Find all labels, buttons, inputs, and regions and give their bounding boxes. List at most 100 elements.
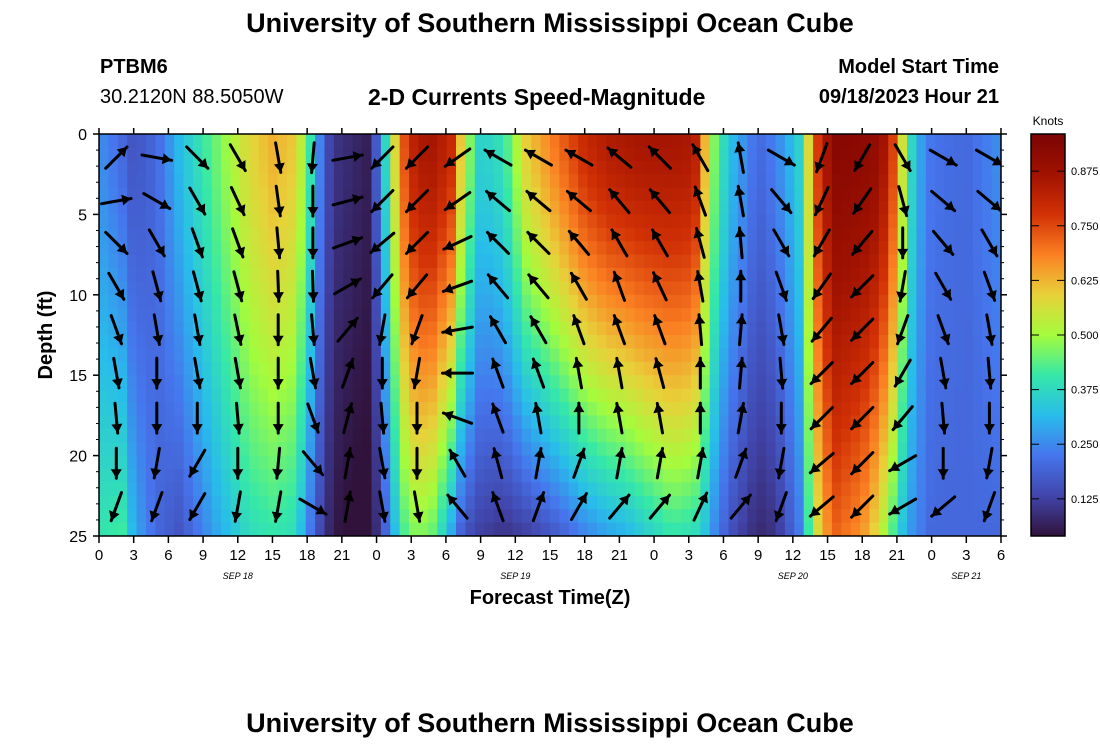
heatmap-cell xyxy=(277,294,288,309)
heatmap-cell xyxy=(117,348,128,363)
heatmap-cell xyxy=(841,174,852,189)
heatmap-cell xyxy=(907,335,918,349)
heatmap-cell xyxy=(916,214,927,229)
heatmap-cell xyxy=(249,415,260,430)
heatmap-cell xyxy=(474,455,485,470)
current-arrow xyxy=(648,493,671,520)
heatmap-cell xyxy=(596,201,607,215)
heatmap-cell xyxy=(324,321,335,336)
heatmap-cell xyxy=(766,335,777,349)
heatmap-cell xyxy=(982,281,993,296)
heatmap-cell xyxy=(315,361,326,376)
heatmap-cell xyxy=(634,348,645,363)
heatmap-cell xyxy=(550,375,560,390)
heatmap-cell xyxy=(888,428,899,443)
heatmap-cell xyxy=(963,415,974,430)
heatmap-cell xyxy=(484,482,495,497)
heatmap-cell xyxy=(117,254,128,269)
heatmap-cell xyxy=(803,509,814,524)
heatmap-cell xyxy=(831,402,842,416)
heatmap-cell xyxy=(728,134,739,148)
heatmap-cell xyxy=(888,134,899,148)
heatmap-cell xyxy=(831,388,842,403)
heatmap-cell xyxy=(784,388,795,403)
heatmap-cell xyxy=(127,495,138,510)
heatmap-cell xyxy=(794,254,805,269)
heatmap-cell xyxy=(221,227,232,242)
heatmap-cell xyxy=(239,482,250,497)
heatmap-cell xyxy=(803,294,814,309)
heatmap-cell xyxy=(756,455,767,470)
heatmap-cell xyxy=(954,134,965,148)
heatmap-cell xyxy=(578,509,589,524)
heatmap-cell xyxy=(728,308,739,323)
x-date-label: SEP 18 xyxy=(223,571,253,581)
current-arrow xyxy=(608,188,631,215)
heatmap-cell xyxy=(559,388,570,403)
heatmap-cell xyxy=(390,214,401,229)
heatmap-cell xyxy=(775,160,786,175)
heatmap-cell xyxy=(296,335,307,349)
heatmap-cell xyxy=(878,428,889,443)
heatmap-cell xyxy=(831,187,842,202)
heatmap-cell xyxy=(625,388,636,403)
heatmap-cell xyxy=(935,388,946,403)
heatmap-cell xyxy=(916,321,927,336)
heatmap-cell xyxy=(944,254,955,269)
heatmap-cell xyxy=(437,415,448,430)
current-arrow xyxy=(370,189,395,214)
heatmap-cell xyxy=(672,214,683,229)
heatmap-cell xyxy=(221,214,232,229)
heatmap-cell xyxy=(249,402,260,416)
heatmap-cell xyxy=(371,308,382,323)
heatmap-cell xyxy=(521,160,532,175)
heatmap-cell xyxy=(559,174,570,189)
heatmap-cell xyxy=(756,160,767,175)
heatmap-cell xyxy=(916,268,927,282)
current-arrow xyxy=(232,270,245,303)
heatmap-cell xyxy=(606,201,617,215)
heatmap-cell xyxy=(559,509,570,524)
y-tick-label: 15 xyxy=(69,368,87,385)
heatmap-cell xyxy=(390,201,401,215)
heatmap-cell xyxy=(136,402,147,416)
current-arrow xyxy=(446,493,469,520)
heatmap-cell xyxy=(728,335,739,349)
heatmap-cell xyxy=(99,495,109,510)
heatmap-cell xyxy=(700,201,711,215)
heatmap-cell xyxy=(550,147,560,162)
x-tick-label: 0 xyxy=(95,547,103,564)
heatmap-cell xyxy=(399,201,410,215)
heatmap-cell xyxy=(775,201,786,215)
heatmap-cell xyxy=(747,321,758,336)
heatmap-cell xyxy=(982,321,993,336)
heatmap-cell xyxy=(907,375,918,390)
heatmap-cell xyxy=(239,509,250,524)
heatmap-cell xyxy=(211,361,222,376)
heatmap-cell xyxy=(239,495,250,510)
current-arrow xyxy=(571,314,586,346)
heatmap-cell xyxy=(550,134,560,148)
current-arrow xyxy=(490,357,505,389)
heatmap-cell xyxy=(559,442,570,457)
heatmap-cell xyxy=(108,294,119,309)
heatmap-cell xyxy=(672,375,683,390)
current-arrow xyxy=(774,491,788,523)
heatmap-cell xyxy=(653,281,664,296)
heatmap-cell xyxy=(239,415,250,430)
heatmap-cell xyxy=(587,294,598,309)
heatmap-cell xyxy=(493,348,504,363)
heatmap-cell xyxy=(550,348,560,363)
heatmap-cell xyxy=(756,214,767,229)
heatmap-cell xyxy=(784,214,795,229)
heatmap-cell xyxy=(343,415,354,430)
heatmap-cell xyxy=(352,375,363,390)
heatmap-cell xyxy=(728,348,739,363)
heatmap-cell xyxy=(784,308,795,323)
heatmap-cell xyxy=(540,160,551,175)
heatmap-cell xyxy=(634,214,645,229)
heatmap-cell xyxy=(972,415,983,430)
current-arrow xyxy=(934,271,953,301)
heatmap-cell xyxy=(559,361,570,376)
heatmap-cell xyxy=(268,509,279,524)
